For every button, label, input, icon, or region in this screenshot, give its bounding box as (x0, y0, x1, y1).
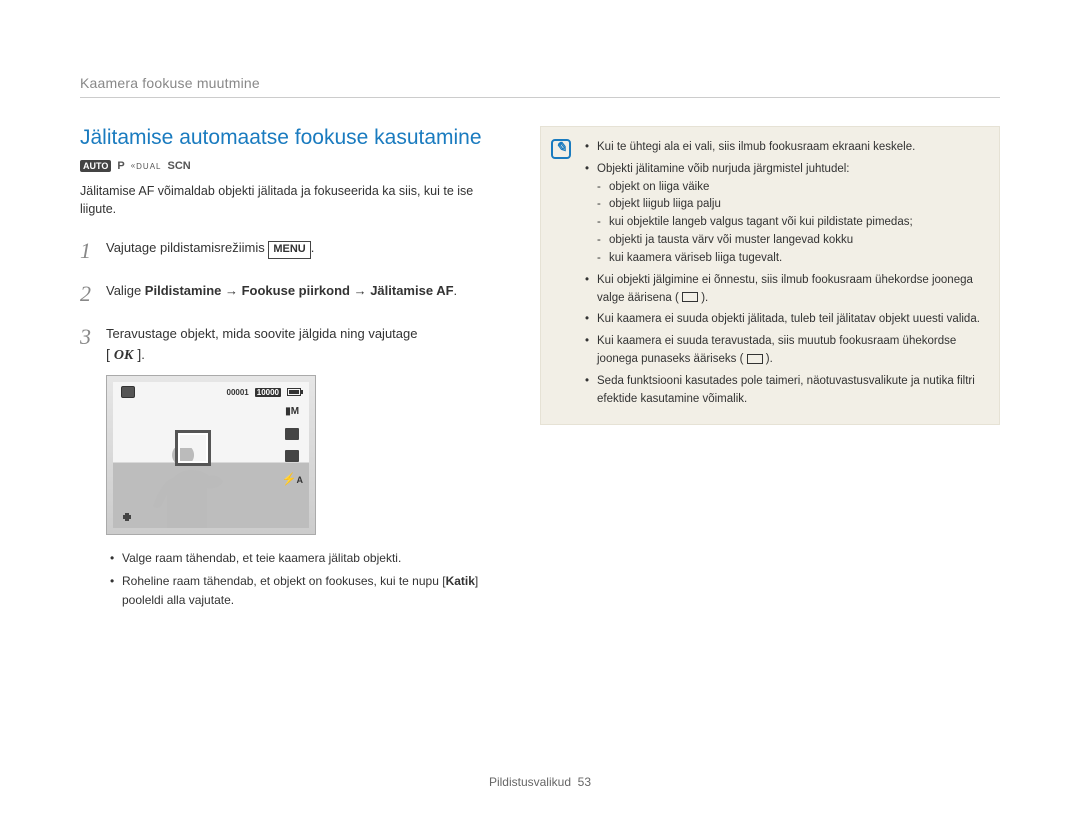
stabilization-icon (121, 510, 133, 522)
intro-text: Jälitamise AF võimaldab objekti jälitada… (80, 182, 500, 218)
list-item: Valge raam tähendab, et teie kaamera jäl… (110, 549, 500, 568)
step-2: 2 Valige Pildistamine → Fookuse piirkond… (80, 277, 500, 310)
step-text: Valige (106, 283, 145, 298)
mode-indicators: AUTO P «DUAL SCN (80, 160, 500, 172)
list-item: Roheline raam tähendab, et objekt on foo… (110, 572, 500, 609)
step-text: Teravustage objekt, mida soovite jälgida… (106, 326, 417, 341)
flash-icon: ⚡A (282, 472, 303, 486)
step-1: 1 Vajutage pildistamisrežiimis MENU. (80, 234, 500, 267)
step-number: 2 (80, 277, 96, 310)
right-column: ✎ Kui te ühtegi ala ei vali, siis ilmub … (540, 126, 1000, 613)
mode-auto-icon: AUTO (80, 160, 111, 172)
red-frame-icon (747, 354, 763, 364)
camera-lcd-preview: 00001 10000 ▮M ⚡A (106, 375, 316, 535)
frame-legend-list: Valge raam tähendab, et teie kaamera jäl… (110, 549, 500, 609)
lcd-side-icon (285, 428, 299, 440)
step-number: 1 (80, 234, 96, 267)
page-footer: Pildistusvalikud 53 (0, 775, 1080, 789)
list-item: Kui te ühtegi ala ei vali, siis ilmub fo… (585, 139, 983, 157)
mode-dual: «DUAL (131, 162, 162, 171)
mode-scn: SCN (167, 160, 190, 172)
breadcrumb: Kaamera fookuse muutmine (80, 75, 1000, 98)
step-text: Vajutage pildistamisrežiimis (106, 240, 268, 255)
focus-frame-icon (175, 430, 211, 466)
list-item: objekti ja tausta värv või muster langev… (597, 232, 983, 250)
list-item: kui kaamera väriseb liiga tugevalt. (597, 250, 983, 268)
white-frame-icon (682, 292, 698, 302)
list-item: Kui kaamera ei suuda objekti jälitada, t… (585, 311, 983, 329)
list-item: objekt on liiga väike (597, 179, 983, 197)
lcd-counter: 00001 (227, 388, 249, 397)
left-column: Jälitamise automaatse fookuse kasutamine… (80, 126, 500, 613)
list-item: kui objektile langeb valgus tagant või k… (597, 214, 983, 232)
list-item: Kui kaamera ei suuda teravustada, siis m… (585, 333, 983, 369)
info-note-box: ✎ Kui te ühtegi ala ei vali, siis ilmub … (540, 126, 1000, 425)
list-item: Objekti jälitamine võib nurjuda järgmist… (585, 161, 983, 268)
info-icon: ✎ (551, 139, 571, 159)
menu-key-icon: MENU (268, 241, 310, 258)
list-item: Seda funktsiooni kasutades pole taimeri,… (585, 373, 983, 409)
lcd-resolution: 10000 (255, 388, 281, 397)
section-title: Jälitamise automaatse fookuse kasutamine (80, 126, 500, 150)
step-3: 3 Teravustage objekt, mida soovite jälgi… (80, 320, 500, 365)
list-item: objekt liigub liiga palju (597, 196, 983, 214)
lcd-side-icon (285, 450, 299, 462)
mode-p: P (117, 160, 124, 172)
battery-icon (287, 388, 301, 396)
list-item: Kui objekti jälgimine ei õnnestu, siis i… (585, 272, 983, 308)
camera-mode-icon (121, 386, 135, 398)
lcd-side-icon: ▮M (285, 406, 299, 418)
ok-key-icon: OK (110, 346, 137, 366)
step-number: 3 (80, 320, 96, 365)
